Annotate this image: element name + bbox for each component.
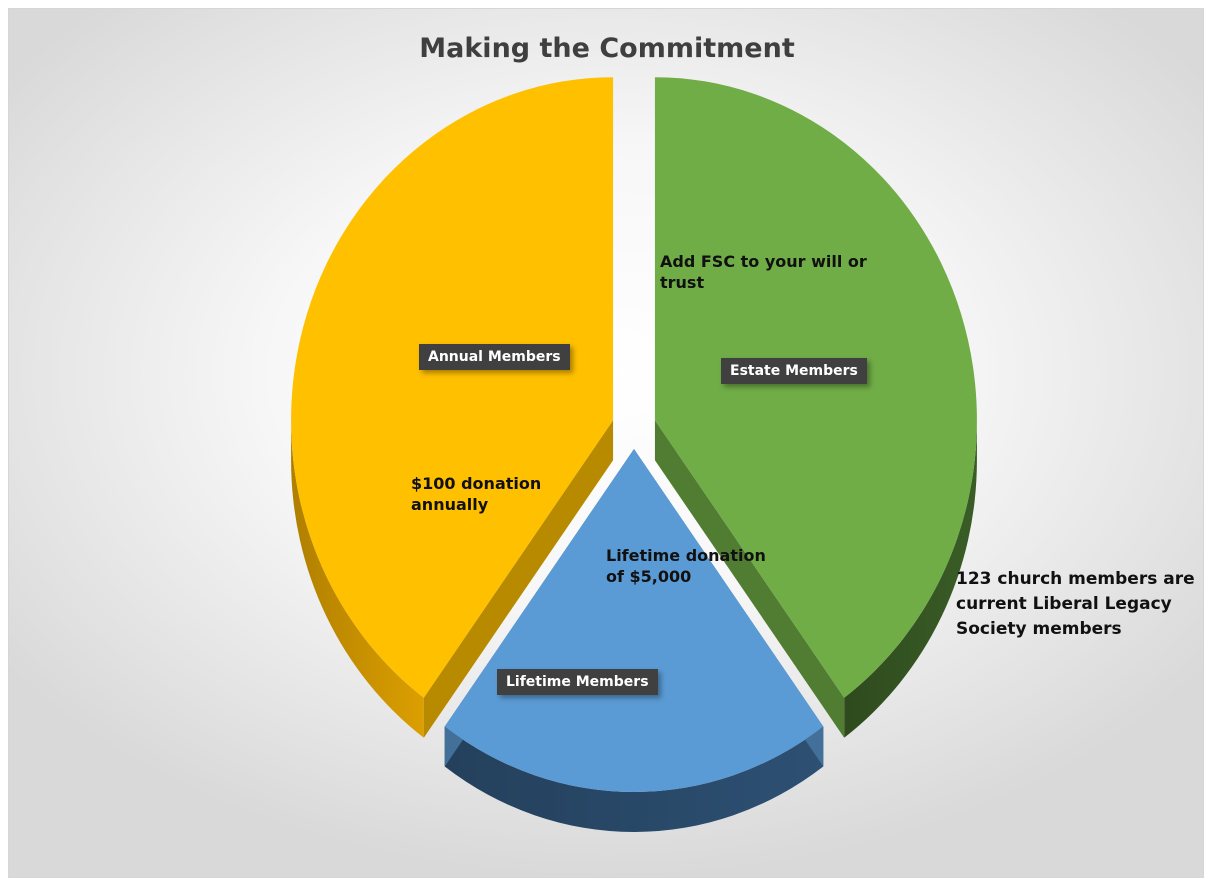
footnote-line-3: Society members: [956, 619, 1122, 639]
annual-annotation-line-2: annually: [411, 495, 489, 514]
chart-title: Making the Commitment: [419, 33, 795, 64]
estate-annotation-line-2: trust: [660, 273, 705, 292]
pie-chart: [291, 77, 977, 833]
slice-side-lifetime-members: [444, 726, 824, 833]
slice-label-lifetime-members: Lifetime Members: [497, 669, 658, 695]
membership-footnote: 123 church members are current Liberal L…: [956, 567, 1195, 642]
lifetime-annotation-line-2: of $5,000: [606, 567, 692, 586]
slice-side-estate-members: [844, 420, 977, 738]
slice-top-annual-members: [291, 77, 614, 698]
slice-top-lifetime-members: [444, 449, 824, 793]
slice-estate-members: [654, 77, 977, 738]
lifetime-annotation: Lifetime donation of $5,000: [606, 545, 766, 587]
slice-wall-annual-members-0: [423, 420, 614, 738]
annual-annotation-line-1: $100 donation: [411, 474, 542, 493]
estate-annotation-line-1: Add FSC to your will or: [660, 252, 867, 271]
footnote-line-1: 123 church members are: [956, 569, 1195, 589]
lifetime-annotation-line-1: Lifetime donation: [606, 546, 766, 565]
slice-top-estate-members: [654, 77, 977, 698]
annual-annotation: $100 donation annually: [411, 473, 541, 515]
chart-frame: Making the Commitment Estate Members Lif…: [8, 8, 1204, 878]
slice-lifetime-members: [444, 449, 824, 833]
slice-side-annual-members: [291, 420, 424, 738]
slice-label-estate-members: Estate Members: [721, 358, 867, 384]
slice-annual-members: [291, 77, 614, 738]
footnote-line-2: current Liberal Legacy: [956, 594, 1172, 614]
slice-label-annual-members: Annual Members: [419, 344, 570, 370]
estate-annotation: Add FSC to your will or trust: [660, 251, 867, 293]
slice-wall-estate-members-1: [654, 420, 845, 738]
